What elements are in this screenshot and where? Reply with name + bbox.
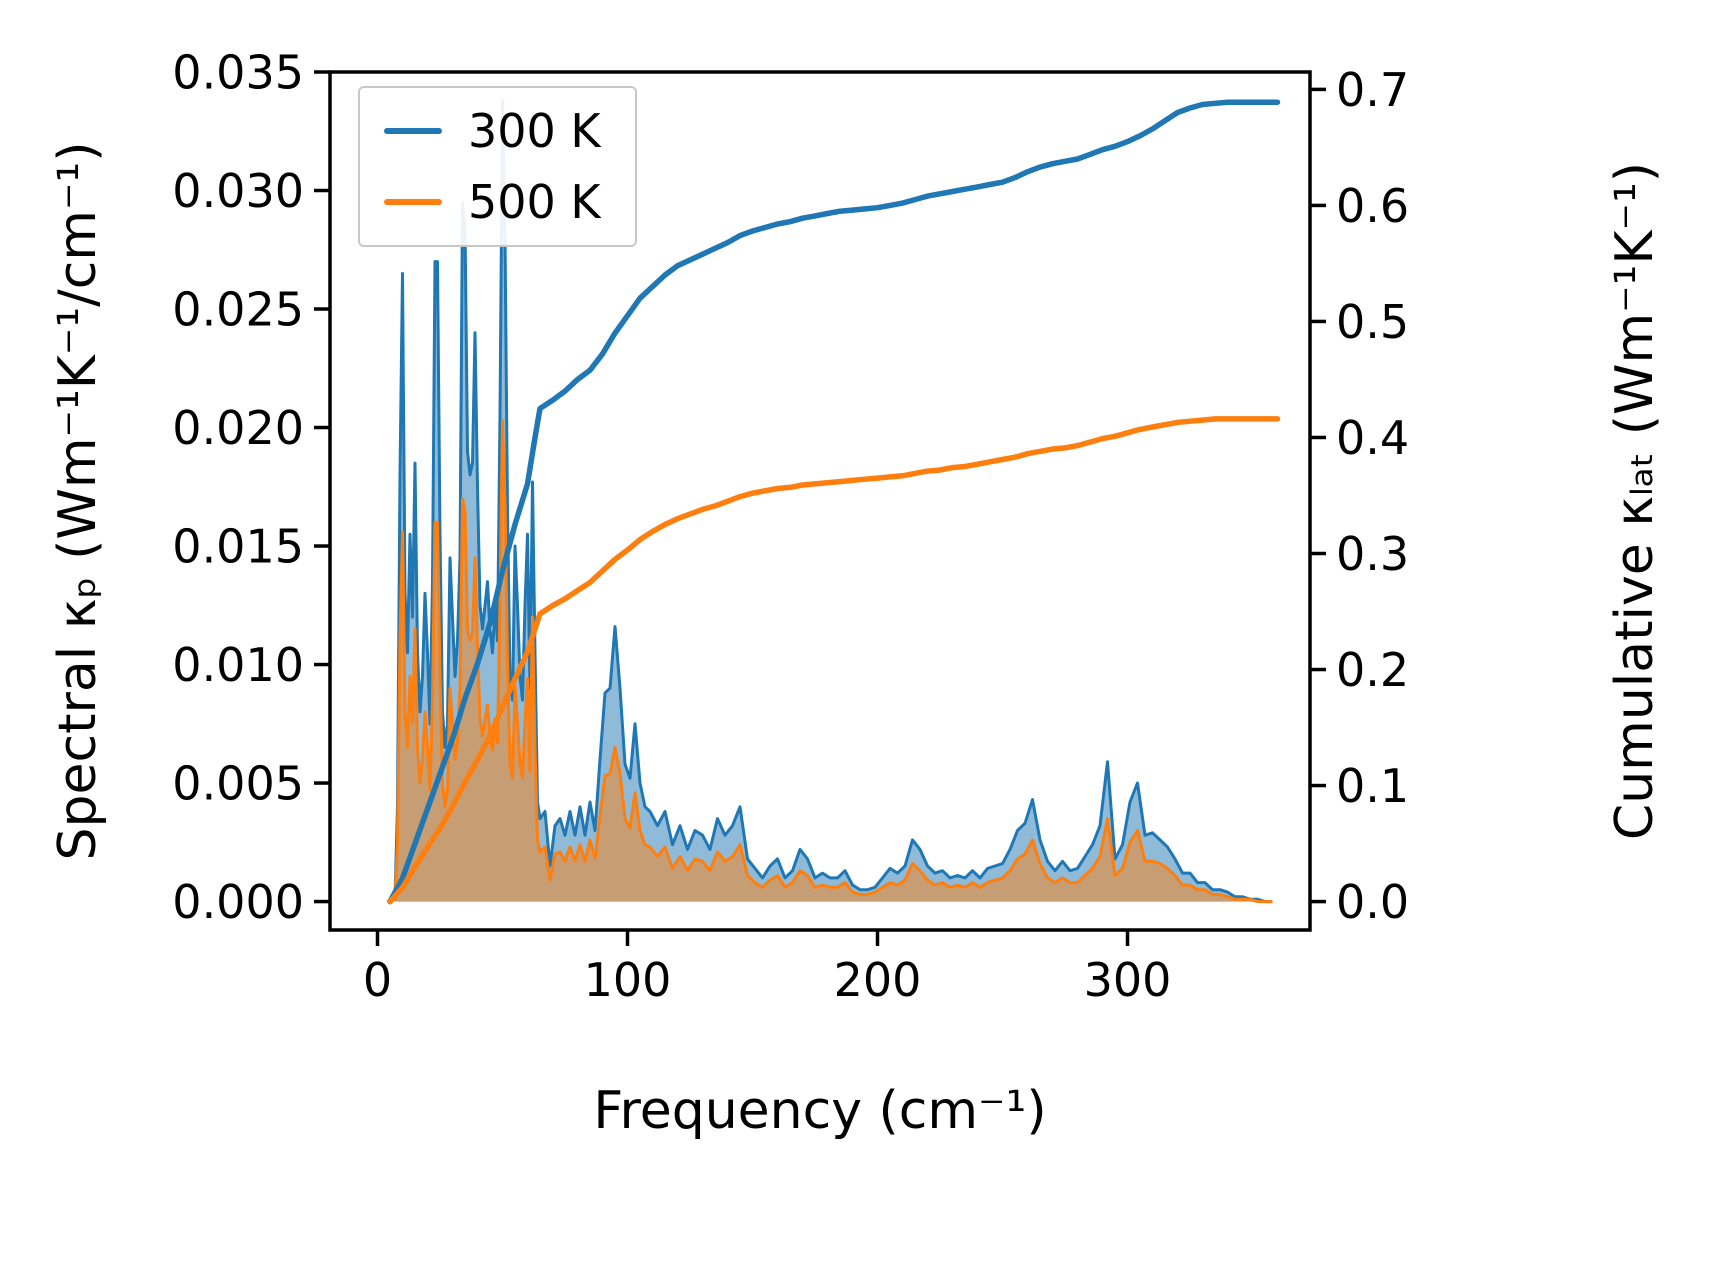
plot-series-group: [386, 98, 1281, 905]
y-left-tick-label: 0.020: [172, 401, 304, 455]
x-tick-label: 200: [834, 953, 922, 1007]
y-right-tick-label: 0.5: [1336, 295, 1409, 349]
y-right-tick-label: 0.1: [1336, 759, 1409, 813]
y-left-tick-label: 0.025: [172, 283, 304, 337]
x-axis-label: Frequency (cm⁻¹): [593, 1081, 1046, 1141]
y-left-tick-label: 0.005: [172, 757, 304, 811]
legend-label-500k: 500 K: [468, 174, 601, 229]
300-k-spectral-kappa-p-line: [386, 98, 1273, 904]
y-right-tick-label: 0.6: [1336, 179, 1409, 233]
legend-entry-500k: 500 K: [384, 174, 601, 229]
legend-line-swatch-500k: [384, 198, 442, 205]
y-left-tick-label: 0.035: [172, 46, 304, 100]
plot-border: [328, 70, 1312, 932]
y-right-tick-label: 0.0: [1336, 875, 1409, 929]
x-tick-label: 100: [584, 953, 672, 1007]
y-left-tick-label: 0.030: [172, 164, 304, 218]
y-left-tick-label: 0.015: [172, 520, 304, 574]
legend-label-300k: 300 K: [468, 104, 601, 158]
x-tick-label: 300: [1084, 953, 1172, 1007]
300-k-spectral-kappa-p-area: [387, 100, 1273, 902]
y-left-tick-label: 0.010: [172, 638, 304, 692]
y-right-tick-label: 0.3: [1336, 527, 1409, 581]
legend-entry-300k: 300 K: [384, 106, 601, 157]
y-left-axis-label: Spectral κₚ (Wm⁻¹K⁻¹/cm⁻¹): [48, 141, 108, 860]
x-tick-label: 0: [363, 953, 392, 1007]
500-k-spectral-kappa-p-line: [387, 418, 1273, 904]
y-right-tick-label: 0.2: [1336, 643, 1409, 697]
y-right-axis-label: Cumulative κₗₐₜ (Wm⁻¹K⁻¹): [1605, 162, 1665, 840]
y-right-tick-label: 0.7: [1336, 63, 1409, 117]
300-k-cumulative-kappa-lat-line: [387, 99, 1281, 905]
legend: 300 K 500 K: [358, 86, 637, 248]
500-k-spectral-kappa-p-area: [387, 420, 1273, 902]
y-right-tick-label: 0.4: [1336, 411, 1409, 465]
legend-line-swatch-300k: [384, 128, 442, 135]
500-k-cumulative-kappa-lat-line: [387, 416, 1281, 905]
y-left-tick-label: 0.000: [172, 875, 304, 929]
